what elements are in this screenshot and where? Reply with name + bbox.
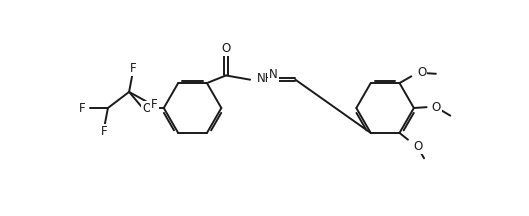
Text: F: F [130,62,136,75]
Text: F: F [151,98,158,111]
Text: NH: NH [257,72,274,85]
Text: O: O [417,67,426,79]
Text: O: O [142,102,151,114]
Text: F: F [101,125,107,138]
Text: O: O [221,42,231,55]
Text: N: N [269,68,278,81]
Text: O: O [432,101,441,114]
Text: F: F [78,102,85,114]
Text: O: O [413,140,422,153]
